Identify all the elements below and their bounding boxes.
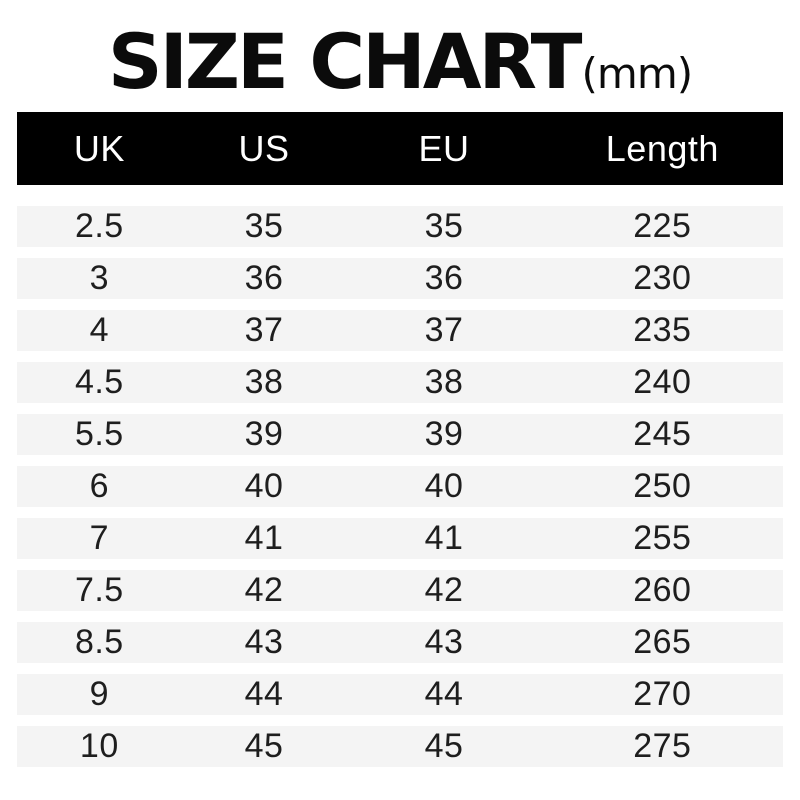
cell-eu: 43 [424,623,464,661]
cell-length: 245 [633,415,692,453]
cell-uk: 3 [89,259,110,297]
cell-uk: 8.5 [74,623,124,661]
cell-length: 235 [633,311,692,349]
column-header-uk: UK [73,127,125,169]
cell-eu: 35 [424,207,464,245]
column-header-us: US [238,127,290,169]
cell-eu: 38 [424,363,464,401]
cell-eu: 44 [424,675,464,713]
table-row: 7.5 42 42 260 [17,570,783,611]
cell-length: 275 [633,727,692,765]
cell-uk: 9 [89,675,110,713]
table-row: 4.5 38 38 240 [17,362,783,403]
column-header-eu: EU [418,127,470,169]
table-row: 10 45 45 275 [17,726,783,767]
table-row: 4 37 37 235 [17,310,783,351]
cell-us: 35 [244,207,284,245]
cell-uk: 5.5 [74,415,124,453]
table-row: 9 44 44 270 [17,674,783,715]
cell-us: 42 [244,571,284,609]
cell-us: 44 [244,675,284,713]
cell-uk: 6 [89,467,110,505]
cell-eu: 36 [424,259,464,297]
cell-us: 39 [244,415,284,453]
cell-uk: 4 [89,311,110,349]
table-row: 5.5 39 39 245 [17,414,783,455]
table-row: 3 36 36 230 [17,258,783,299]
cell-uk: 2.5 [74,207,124,245]
cell-us: 45 [244,727,284,765]
cell-uk: 4.5 [74,363,124,401]
column-header-length: Length [605,127,719,169]
cell-eu: 41 [424,519,464,557]
cell-length: 225 [633,207,692,245]
cell-eu: 45 [424,727,464,765]
table-row: 2.5 35 35 225 [17,206,783,247]
cell-uk: 7 [89,519,110,557]
cell-eu: 42 [424,571,464,609]
table-body: 2.5 35 35 225 3 36 36 230 4 37 37 235 4.… [17,206,783,767]
cell-us: 36 [244,259,284,297]
table-row: 8.5 43 43 265 [17,622,783,663]
cell-uk: 7.5 [74,571,124,609]
cell-us: 43 [244,623,284,661]
size-table: UK US EU Length 2.5 35 35 225 3 36 36 23… [17,112,783,767]
table-row: 7 41 41 255 [17,518,783,559]
table-row: 6 40 40 250 [17,466,783,507]
table-header-row: UK US EU Length [17,112,783,185]
cell-eu: 37 [424,311,464,349]
cell-length: 250 [633,467,692,505]
cell-uk: 10 [79,727,119,765]
page-title-text: SIZE CHART [107,17,583,106]
cell-length: 260 [633,571,692,609]
cell-eu: 40 [424,467,464,505]
page-title: SIZE CHART (mm) [17,0,783,106]
cell-us: 37 [244,311,284,349]
cell-us: 40 [244,467,284,505]
cell-us: 38 [244,363,284,401]
cell-length: 240 [633,363,692,401]
page-title-unit: (mm) [581,49,694,98]
cell-us: 41 [244,519,284,557]
cell-length: 230 [633,259,692,297]
cell-length: 255 [633,519,692,557]
cell-length: 270 [633,675,692,713]
cell-length: 265 [633,623,692,661]
cell-eu: 39 [424,415,464,453]
